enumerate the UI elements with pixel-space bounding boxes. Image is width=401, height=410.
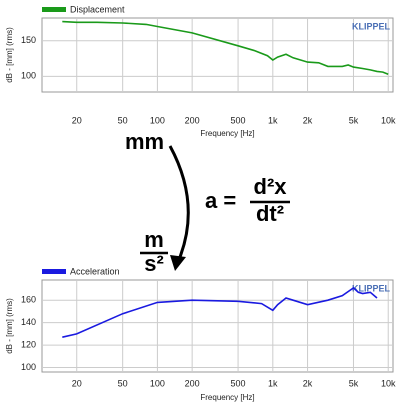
x-tick-label: 500 [231, 378, 246, 388]
x-tick-label: 10k [381, 115, 396, 125]
unit-numerator: m [144, 227, 164, 252]
brand: KLIPPEL [352, 283, 391, 293]
x-tick-label: 50 [118, 378, 128, 388]
x-axis-label: Frequency [Hz] [200, 129, 254, 138]
x-tick-label: 100 [150, 115, 165, 125]
line [62, 286, 378, 338]
x-tick-label: 500 [231, 115, 246, 125]
x-tick-label: 5k [349, 115, 359, 125]
y-tick-label: 140 [21, 317, 36, 327]
y-tick-label: 100 [21, 362, 36, 372]
y-tick-label: 150 [21, 35, 36, 45]
from-unit: mm [125, 129, 164, 154]
formula-denominator: dt² [256, 201, 284, 226]
x-tick-label: 10k [381, 378, 396, 388]
formula-lhs: a = [205, 188, 236, 213]
legend-label: Acceleration [70, 266, 120, 276]
x-tick-label: 20 [72, 378, 82, 388]
arrow-head [170, 255, 186, 271]
x-tick-label: 1k [268, 115, 278, 125]
x-tick-label: 5k [349, 378, 359, 388]
x-tick-label: 20 [72, 115, 82, 125]
line [62, 20, 389, 75]
x-tick-label: 2k [303, 115, 313, 125]
x-tick-label: 200 [185, 115, 200, 125]
x-axis-label: Frequency [Hz] [200, 393, 254, 402]
arrow [168, 145, 190, 263]
y-tick-label: 120 [21, 339, 36, 349]
unit-denominator: s² [144, 251, 164, 276]
plot-area [41, 279, 394, 373]
legend-swatch [42, 269, 66, 274]
x-tick-label: 200 [185, 378, 200, 388]
legend-label: Displacement [70, 4, 125, 14]
brand: KLIPPEL [352, 21, 391, 31]
plot-area [41, 17, 394, 93]
y-tick-label: 100 [21, 71, 36, 81]
y-axis-label: dB - [mm] (rms) [5, 27, 14, 83]
formula-numerator: d²x [254, 174, 288, 199]
y-axis-label: dB - [mm] (rms) [5, 298, 14, 354]
x-tick-label: 2k [303, 378, 313, 388]
x-tick-label: 1k [268, 378, 278, 388]
legend-swatch [42, 7, 66, 12]
x-tick-label: 50 [118, 115, 128, 125]
x-tick-label: 100 [150, 378, 165, 388]
y-tick-label: 160 [21, 295, 36, 305]
